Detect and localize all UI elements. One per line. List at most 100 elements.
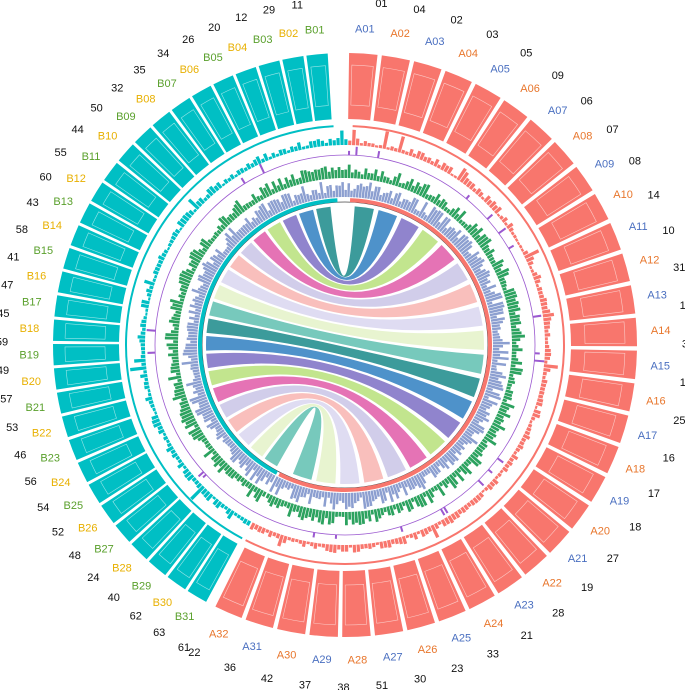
gc-bar	[169, 298, 184, 305]
gene-bar	[492, 356, 509, 361]
density-bar	[206, 188, 214, 197]
gc-bar	[395, 503, 402, 514]
gene-bar	[296, 194, 302, 205]
gene-bar	[407, 197, 417, 212]
segment-number: 30	[414, 674, 426, 686]
gene-bar	[192, 369, 200, 373]
density-bar	[153, 421, 162, 428]
segment-link-texture	[561, 430, 607, 466]
gene-bar	[472, 418, 480, 424]
gc-bar	[485, 433, 494, 440]
gene-bar	[394, 192, 402, 207]
segment-label: B25	[63, 500, 83, 512]
segment-number: 47	[1, 279, 13, 291]
density-bar	[294, 538, 299, 543]
density-bar	[130, 366, 147, 372]
density-bar	[374, 145, 379, 148]
gene-bar	[383, 192, 389, 203]
gene-bar	[384, 487, 389, 493]
density-bar	[510, 231, 515, 236]
gene-bar	[484, 392, 502, 401]
segment-link-texture	[66, 299, 109, 320]
gc-bar	[502, 398, 508, 403]
segment-number: 13	[680, 300, 685, 312]
segment-number: 17	[648, 488, 660, 500]
gc-bar	[413, 496, 421, 507]
gc-bar	[267, 494, 274, 504]
gene-bar	[187, 322, 199, 327]
variant-bar	[487, 468, 493, 474]
gc-bar	[424, 490, 434, 504]
gc-bar	[506, 298, 516, 304]
gc-bar	[367, 510, 372, 522]
gene-bar	[370, 490, 375, 502]
gene-bar	[197, 287, 208, 294]
gc-bar	[511, 328, 520, 332]
gc-bar	[327, 171, 332, 179]
segment-number: 07	[606, 124, 618, 136]
gc-bar	[184, 420, 198, 430]
gc-bar	[264, 183, 273, 196]
gene-bar	[469, 423, 485, 434]
density-bar	[504, 463, 510, 469]
density-bar	[166, 246, 171, 251]
gc-bar	[262, 187, 270, 198]
gc-bar	[474, 448, 483, 457]
gc-bar	[463, 461, 470, 467]
gc-bar	[422, 491, 427, 498]
gc-bar	[488, 256, 495, 262]
gc-bar	[508, 307, 521, 313]
gc-bar	[221, 215, 231, 226]
gene-bar	[355, 184, 360, 198]
density-bar	[538, 390, 545, 395]
segment-link-texture	[158, 524, 196, 565]
density-bar	[153, 274, 158, 279]
segment-ribbon	[215, 547, 265, 619]
gc-bar	[334, 169, 338, 179]
gene-bar	[486, 387, 494, 392]
segment-number: 11	[292, 0, 303, 11]
variant-bar	[443, 506, 449, 514]
gc-bar	[511, 357, 519, 362]
gene-bar	[484, 291, 496, 298]
gc-bar	[244, 480, 251, 488]
gene-bar	[231, 450, 244, 463]
density-bar	[143, 279, 155, 286]
density-bar	[496, 213, 501, 217]
gc-bar	[435, 199, 442, 207]
gc-bar	[247, 482, 253, 490]
density-bar	[150, 403, 155, 409]
segment-label: B18	[20, 323, 40, 335]
gc-bar	[197, 434, 206, 442]
density-bar	[174, 228, 181, 235]
segment-label: A15	[650, 360, 670, 372]
segment-link-texture	[377, 67, 405, 111]
density-bar	[415, 150, 422, 160]
gene-bar	[192, 388, 205, 395]
density-bar	[147, 392, 152, 397]
gc-bar	[506, 386, 511, 390]
segment-number: 56	[25, 476, 37, 488]
segment-link-texture	[551, 202, 597, 240]
density-bar	[165, 445, 174, 453]
density-bar	[171, 231, 179, 238]
segment-ribbon	[342, 570, 371, 638]
gene-bar	[317, 192, 322, 200]
density-bar	[267, 530, 274, 538]
density-bar	[416, 530, 421, 535]
density-bar	[472, 497, 479, 504]
gene-bar	[492, 359, 498, 363]
segment-number: 40	[108, 592, 120, 604]
density-bar	[234, 173, 239, 178]
gc-bar	[283, 501, 288, 507]
density-bar	[161, 252, 167, 258]
segment-number: 04	[413, 4, 425, 16]
gene-bar	[455, 235, 469, 249]
segment-link-texture	[100, 461, 143, 495]
gc-bar	[380, 507, 385, 516]
segment-ribbon	[446, 83, 501, 154]
gc-bar	[361, 510, 366, 525]
density-bar	[367, 142, 371, 147]
segment-ribbon	[538, 193, 609, 248]
gc-bar	[453, 213, 460, 220]
